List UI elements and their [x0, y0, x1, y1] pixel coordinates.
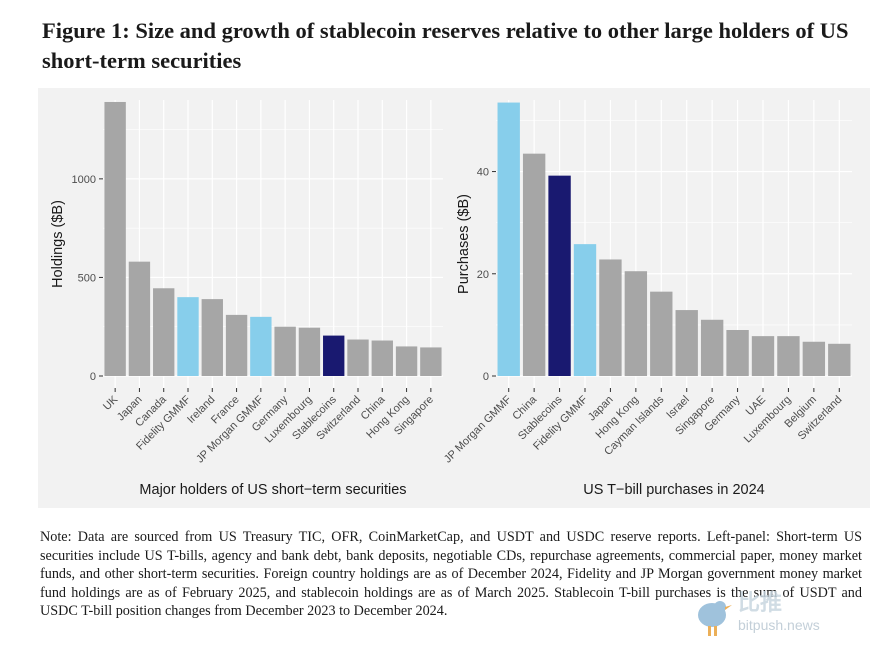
- watermark-logo-text: 比推: [738, 591, 783, 616]
- figure-title: Figure 1: Size and growth of stablecoin …: [42, 18, 849, 73]
- bar-japan: [128, 261, 151, 376]
- y-tick-label: 20: [477, 269, 489, 281]
- bar-switzerland: [347, 339, 369, 376]
- bar-germany: [726, 330, 749, 376]
- watermark-url: bitpush.news: [738, 617, 820, 633]
- bar-fidelity-gmmf: [177, 297, 199, 376]
- bird-logo-icon: [698, 601, 732, 636]
- bar-ireland: [201, 299, 223, 376]
- bar-fidelity-gmmf: [573, 244, 597, 376]
- bar-uk: [104, 101, 126, 376]
- y-tick-label: 1000: [72, 174, 96, 186]
- bar-luxembourg: [777, 336, 800, 376]
- figure-note: Note: Data are sourced from US Treasury …: [40, 529, 862, 620]
- bar-israel: [675, 310, 698, 376]
- y-tick-label: 40: [477, 167, 489, 179]
- y-tick-label: 0: [483, 371, 489, 383]
- bar-hong-kong: [395, 346, 418, 376]
- bar-jp-morgan-gmmf: [497, 102, 520, 377]
- y-tick-label: 500: [78, 272, 96, 284]
- bar-hong-kong: [624, 271, 648, 376]
- bar-france: [225, 314, 248, 376]
- bar-china: [522, 153, 546, 376]
- bar-singapore: [420, 347, 442, 376]
- bar-switzerland: [828, 343, 851, 376]
- bar-japan: [599, 259, 622, 376]
- x-axis-title: Major holders of US short−term securitie…: [139, 482, 406, 498]
- y-tick-label: 0: [90, 371, 96, 383]
- bar-cayman-islands: [650, 291, 673, 376]
- y-axis-title: Purchases ($B): [456, 194, 472, 294]
- x-tick-label: JP Morgan GMMF: [442, 393, 514, 465]
- bar-uae: [751, 336, 775, 376]
- y-axis-title: Holdings ($B): [50, 200, 66, 288]
- x-axis-title: US T−bill purchases in 2024: [583, 482, 765, 498]
- watermark: 比推 bitpush.news: [688, 585, 868, 647]
- bar-germany: [274, 326, 296, 376]
- bar-belgium: [802, 341, 826, 376]
- bar-luxembourg: [298, 327, 321, 376]
- bar-china: [371, 340, 393, 376]
- x-tick-label: UK: [101, 393, 121, 413]
- bar-stablecoins: [548, 175, 571, 376]
- bar-jp-morgan-gmmf: [250, 316, 272, 376]
- bar-canada: [153, 288, 175, 376]
- bar-stablecoins: [323, 335, 345, 376]
- bar-singapore: [700, 319, 724, 376]
